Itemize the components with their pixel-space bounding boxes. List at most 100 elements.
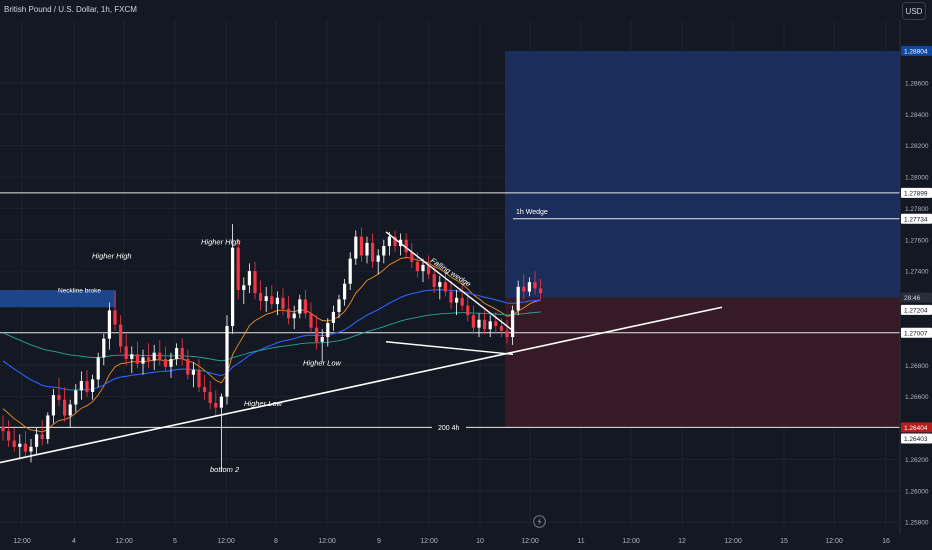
candle-body <box>270 296 274 305</box>
candle-body <box>359 236 363 256</box>
y-tick-label: 1.27400 <box>905 269 929 276</box>
candle-body <box>348 258 352 284</box>
wedge-upper-line <box>385 231 514 332</box>
x-tick-label: 12:00 <box>724 538 742 545</box>
annotation-label: Higher Low <box>303 358 342 367</box>
candle-body <box>466 305 470 316</box>
price-label-box <box>901 187 932 198</box>
candle-body <box>343 283 347 300</box>
wedge-target-label: 1h Wedge <box>516 209 548 216</box>
candle-body <box>141 357 145 364</box>
price-label-box <box>901 45 932 56</box>
candle-body <box>315 327 319 342</box>
y-tick-label: 1.26000 <box>905 488 929 495</box>
candle-body <box>432 274 436 287</box>
candle-body <box>102 338 106 358</box>
neckline-label: Neckline broke <box>58 288 101 295</box>
y-tick-label: 1.25800 <box>905 520 929 527</box>
x-tick-label: 10 <box>476 538 484 545</box>
candle-body <box>63 399 67 416</box>
candle-body <box>18 443 22 447</box>
candle-body <box>91 379 95 392</box>
candle-body <box>460 297 464 306</box>
annotation-label: bottom 2 <box>210 465 240 474</box>
y-tick-label: 1.27600 <box>905 237 929 244</box>
candle-body <box>135 354 139 364</box>
candle-body <box>51 395 55 416</box>
price-label-box <box>901 292 932 303</box>
candle-body <box>68 404 72 416</box>
candle-body <box>415 261 419 272</box>
candle-body <box>23 443 27 452</box>
price-label: 1.26404 <box>904 425 928 432</box>
y-tick-label: 1.27800 <box>905 206 929 213</box>
axes: 12:00 4 12:00 5 12:00 8 12:00 9 12:00 10 12:00 11 12… <box>13 20 932 545</box>
candle-body <box>29 446 33 452</box>
price-label: 1.27204 <box>904 307 928 314</box>
candle-body <box>247 271 251 286</box>
candle-body <box>40 434 44 440</box>
x-tick-label: 12:00 <box>521 538 539 545</box>
candle-body <box>264 296 268 301</box>
candle-body <box>404 239 408 253</box>
candle-body <box>443 282 447 292</box>
candle-body <box>231 247 235 327</box>
candle-body <box>539 288 543 294</box>
x-tick-label: 12:00 <box>420 538 438 545</box>
candle-body <box>35 434 39 447</box>
candles <box>1 224 543 472</box>
x-tick-label: 12:00 <box>217 538 235 545</box>
candle-body <box>365 242 369 256</box>
x-tick-label: 12:00 <box>825 538 843 545</box>
candle-body <box>471 315 475 328</box>
y-tick-label: 1.26800 <box>905 363 929 370</box>
candle-body <box>1 426 5 432</box>
candle-body <box>197 369 201 388</box>
wedge-lower-line <box>385 341 514 355</box>
candle-body <box>421 264 425 272</box>
candle-body <box>292 313 296 319</box>
lightning-icon[interactable] <box>533 515 546 528</box>
x-tick-label: 12:00 <box>318 538 336 545</box>
candle-body <box>169 359 173 367</box>
x-tick-label: 12:00 <box>13 538 31 545</box>
candle-body <box>410 252 414 262</box>
price-label-box <box>901 304 932 315</box>
price-label-box <box>901 213 932 224</box>
candle-body <box>163 359 167 367</box>
position-zones <box>505 50 900 428</box>
candle-body <box>303 299 307 314</box>
annotation-label: Higher Low <box>244 399 283 408</box>
y-tick-label: 1.28400 <box>905 112 929 119</box>
candle-body <box>516 286 520 311</box>
candle-body <box>113 310 117 325</box>
candle-body <box>175 348 179 360</box>
x-tick-label: 12:00 <box>622 538 640 545</box>
candle-body <box>533 282 537 289</box>
symbol-title: British Pound / U.S. Dollar, 1h, FXCM <box>4 5 137 14</box>
price-label-box <box>901 433 932 444</box>
candle-body <box>236 247 240 290</box>
candle-body <box>130 354 134 360</box>
candle-body <box>214 402 218 408</box>
price-label: 1.27734 <box>904 216 928 223</box>
x-tick-label: 5 <box>173 538 177 545</box>
currency-button[interactable]: USD <box>902 2 926 20</box>
candle-body <box>522 286 526 292</box>
y-tick-label: 1.26600 <box>905 394 929 401</box>
candle-body <box>259 293 263 301</box>
y-tick-label: 1.28000 <box>905 175 929 182</box>
candle-body <box>96 357 100 380</box>
candle-body <box>449 291 453 303</box>
x-tick-label: 4 <box>72 538 76 545</box>
x-tick-label: 12:00 <box>115 538 133 545</box>
x-tick-label: 16 <box>882 538 890 545</box>
candle-body <box>275 297 279 305</box>
y-tick-label: 1.28200 <box>905 143 929 150</box>
candle-body <box>331 311 335 323</box>
x-tick-label: 8 <box>274 538 278 545</box>
candle-body <box>499 326 503 331</box>
price-label: 1.28804 <box>904 48 928 55</box>
candle-body <box>57 395 61 400</box>
